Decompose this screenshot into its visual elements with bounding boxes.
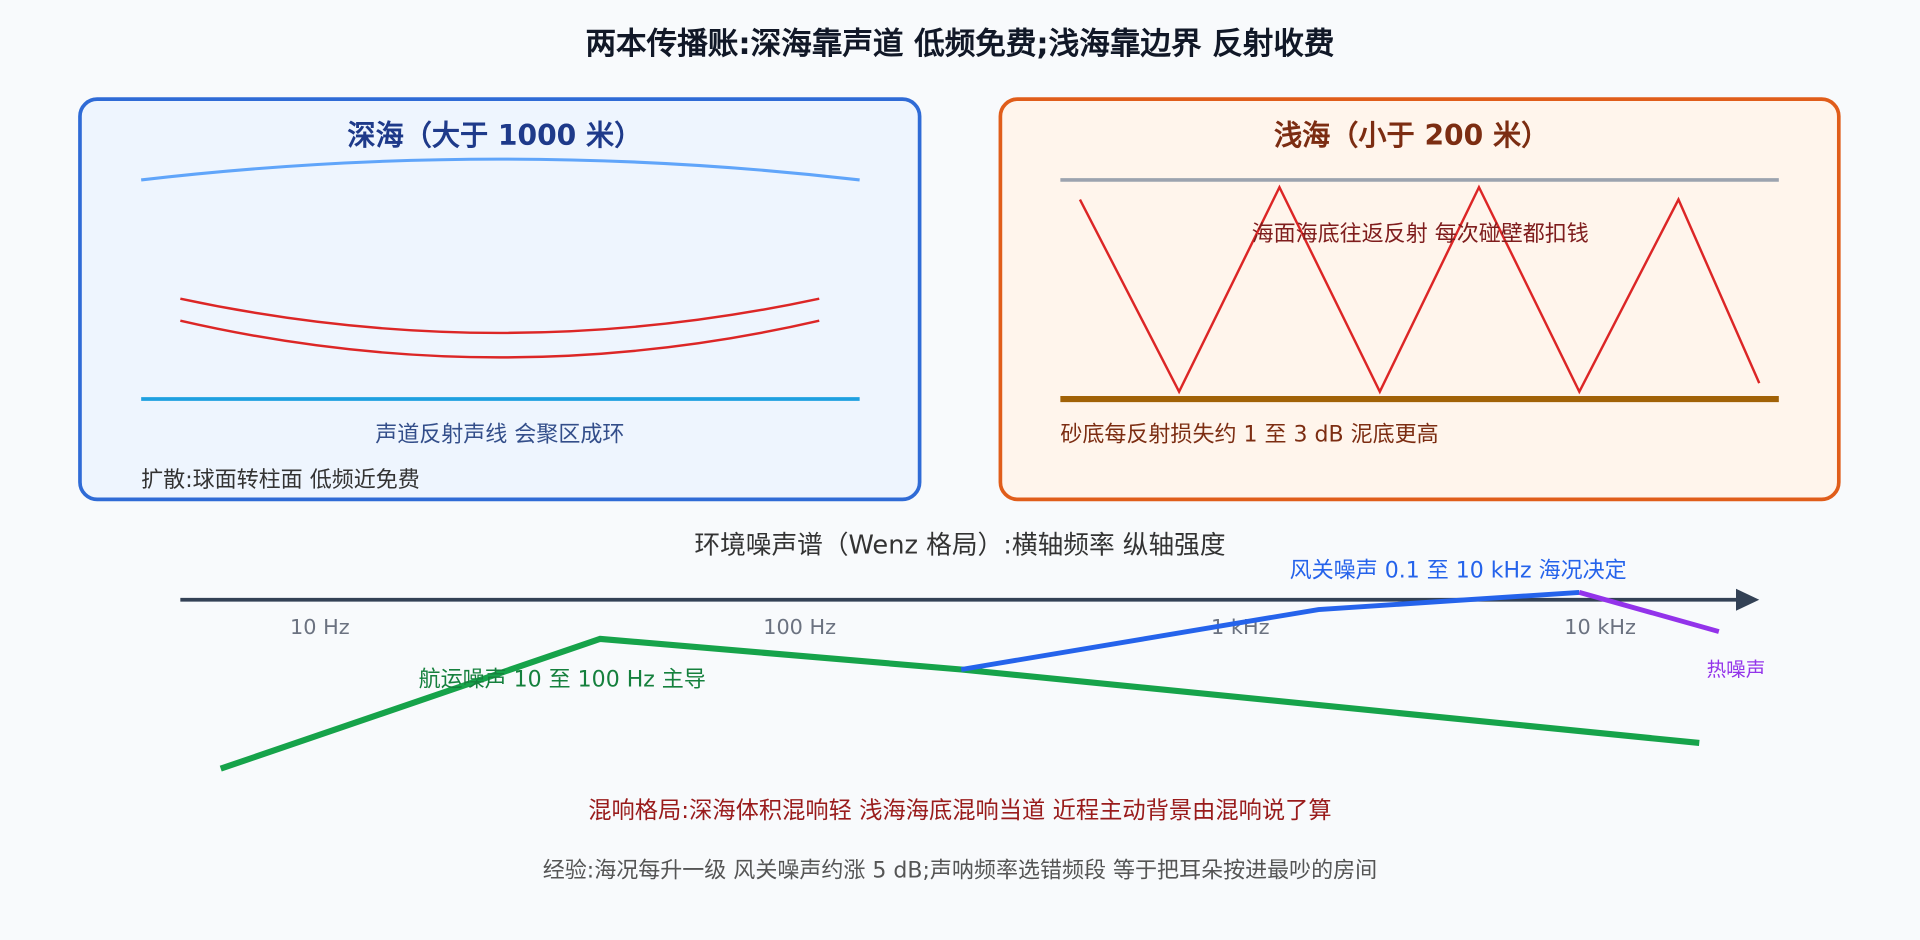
shallow-title: 浅海（小于 200 米） [1274, 119, 1549, 152]
reverb-note: 混响格局:深海体积混响轻 浅海海底混响当道 近程主动背景由混响说了算 [588, 797, 1331, 824]
deep-caption: 声道反射声线 会聚区成环 [375, 423, 624, 448]
wind-curve [960, 589, 1580, 672]
ray [180, 297, 820, 335]
shallow-note: 砂底每反射损失约 1 至 3 dB 泥底更高 [1060, 423, 1438, 448]
thermal-curve [1578, 590, 1720, 634]
ray [1078, 184, 1761, 395]
shipping-label: 航运噪声 10 至 100 Hz 主导 [419, 668, 706, 693]
spectrum-title: 环境噪声谱（Wenz 格局）:横轴频率 纵轴强度 [694, 530, 1225, 560]
deep-title: 深海（大于 1000 米） [347, 119, 642, 152]
shipping-curve [219, 635, 1700, 772]
sea-surface [140, 157, 860, 182]
ray [180, 319, 820, 359]
tip: 经验:海况每升一级 风关噪声约涨 5 dB;声呐频率选错频段 等于把耳朵按进最吵… [543, 858, 1377, 883]
wind-label: 风关噪声 0.1 至 10 kHz 海况决定 [1290, 559, 1627, 584]
title: 两本传播账:深海靠声道 低频免费;浅海靠边界 反射收费 [585, 27, 1334, 62]
axis-arrow [1735, 588, 1760, 611]
tick-label: 10 Hz [290, 615, 350, 639]
deep-note: 扩散:球面转柱面 低频近免费 [141, 468, 420, 493]
thermal-label: 热噪声 [1707, 658, 1766, 681]
tick-label: 100 Hz [763, 615, 836, 639]
shallow-caption: 海面海底往返反射 每次碰壁都扣钱 [1252, 222, 1589, 247]
tick-label: 10 kHz [1564, 615, 1636, 639]
